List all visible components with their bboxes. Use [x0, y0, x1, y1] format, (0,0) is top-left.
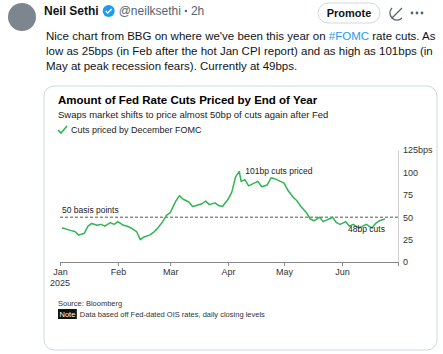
reference-line — [60, 217, 398, 218]
x-tick-label: Jan — [53, 267, 68, 277]
y-axis-line — [398, 151, 399, 263]
y-tick-label: 75 — [403, 190, 413, 200]
y-tick: 0 — [398, 257, 408, 267]
legend-label: Cuts priced by December FOMC — [71, 125, 202, 135]
plot-area — [60, 172, 398, 240]
grok-icon[interactable] — [390, 8, 402, 20]
post-text-line: May at peak recession fears). Currently … — [46, 60, 297, 72]
series-line — [62, 172, 385, 240]
avatar — [8, 3, 36, 31]
legend-symbol — [58, 126, 67, 133]
note-label-box — [58, 309, 77, 319]
y-tick: 25 — [398, 235, 413, 245]
annotation: 48bp cuts — [348, 224, 385, 234]
x-tick: Apr — [222, 262, 236, 277]
chart-subtitle: Swaps market shifts to price almost 50bp… — [58, 109, 328, 120]
tweet-screenshot: Neil Sethi @neilksethi 2h Promote Nice chart… — [0, 0, 443, 354]
x-tick: Jun — [335, 262, 350, 277]
x-tick-label: May — [276, 267, 294, 277]
note: Data based off Fed-dated OIS rates, dail… — [80, 310, 265, 319]
y-tick: 50 — [398, 213, 413, 223]
x-tick-label: Jun — [335, 267, 350, 277]
y-tick-label: 125bps — [403, 145, 433, 155]
x-tick-mark — [284, 262, 285, 266]
annotation: 101bp cuts priced — [245, 166, 312, 176]
x-tick-label: Mar — [163, 267, 179, 277]
promote-button[interactable] — [318, 3, 380, 23]
x-tick: Mar — [163, 262, 179, 277]
chart-title: Amount of Fed Rate Cuts Priced by End of… — [58, 94, 318, 106]
more-dot[interactable] — [421, 12, 424, 15]
x-axis-line — [61, 263, 399, 267]
y-tick: 125bps — [398, 145, 433, 155]
author-handle: @neilksethi — [119, 4, 181, 18]
y-tick: 75 — [398, 190, 413, 200]
x-tick-mark — [342, 262, 343, 266]
x-axis: Jan Feb Mar Apr May Jun — [53, 262, 398, 277]
note-label: Note — [60, 310, 76, 319]
author-name: Neil Sethi — [44, 4, 99, 18]
more-dot[interactable] — [416, 12, 419, 15]
x-tick-mark — [228, 262, 229, 266]
x-tick: Feb — [111, 262, 127, 277]
x-tick-label: Feb — [111, 267, 127, 277]
x-axis-title: 2025 — [50, 278, 70, 288]
y-tick-label: 25 — [403, 235, 413, 245]
y-axis: 0 25 50 75 100 125bps — [398, 145, 433, 267]
y-tick-label: 100 — [403, 168, 418, 178]
source: Source: Bloomberg — [58, 299, 122, 308]
y-tick-label: 0 — [403, 257, 408, 267]
y-tick: 100 — [398, 168, 418, 178]
chart-card — [44, 86, 437, 350]
x-tick: Jan — [53, 262, 68, 277]
separator-dot — [185, 10, 187, 12]
x-tick-label: Apr — [222, 267, 236, 277]
x-tick: May — [276, 262, 294, 277]
post-time: 2h — [191, 4, 204, 18]
x-tick-mark — [118, 262, 119, 266]
reference-line-label: 50 basis points — [62, 205, 119, 215]
x-tick-mark — [170, 262, 171, 266]
y-tick-label: 50 — [403, 213, 413, 223]
post-text-line: Nice chart from BBG on where we've been … — [46, 30, 436, 42]
more-dot[interactable] — [411, 12, 414, 15]
verified-badge — [103, 5, 115, 17]
promote-label[interactable]: Promote — [327, 7, 372, 19]
verified-check — [106, 9, 112, 13]
x-tick-mark — [60, 262, 61, 266]
post-text-line: low as 25bps (in Feb after the hot Jan C… — [46, 45, 433, 57]
